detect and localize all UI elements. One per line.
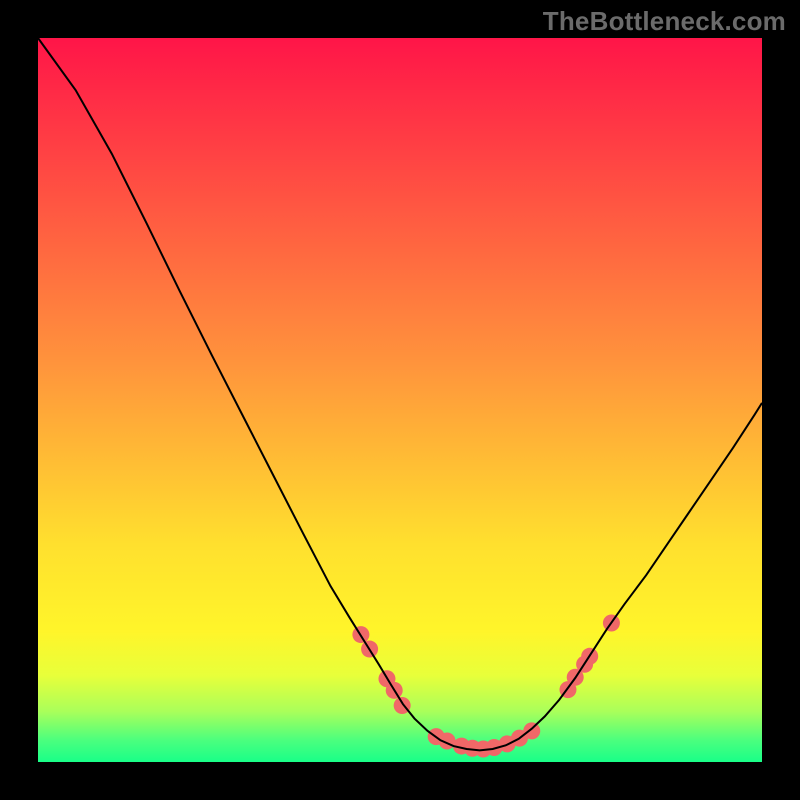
- plot-background: [38, 38, 762, 762]
- chart-svg: [0, 0, 800, 800]
- chart-stage: TheBottleneck.com: [0, 0, 800, 800]
- watermark-text: TheBottleneck.com: [543, 6, 786, 37]
- marker-dot: [523, 722, 540, 739]
